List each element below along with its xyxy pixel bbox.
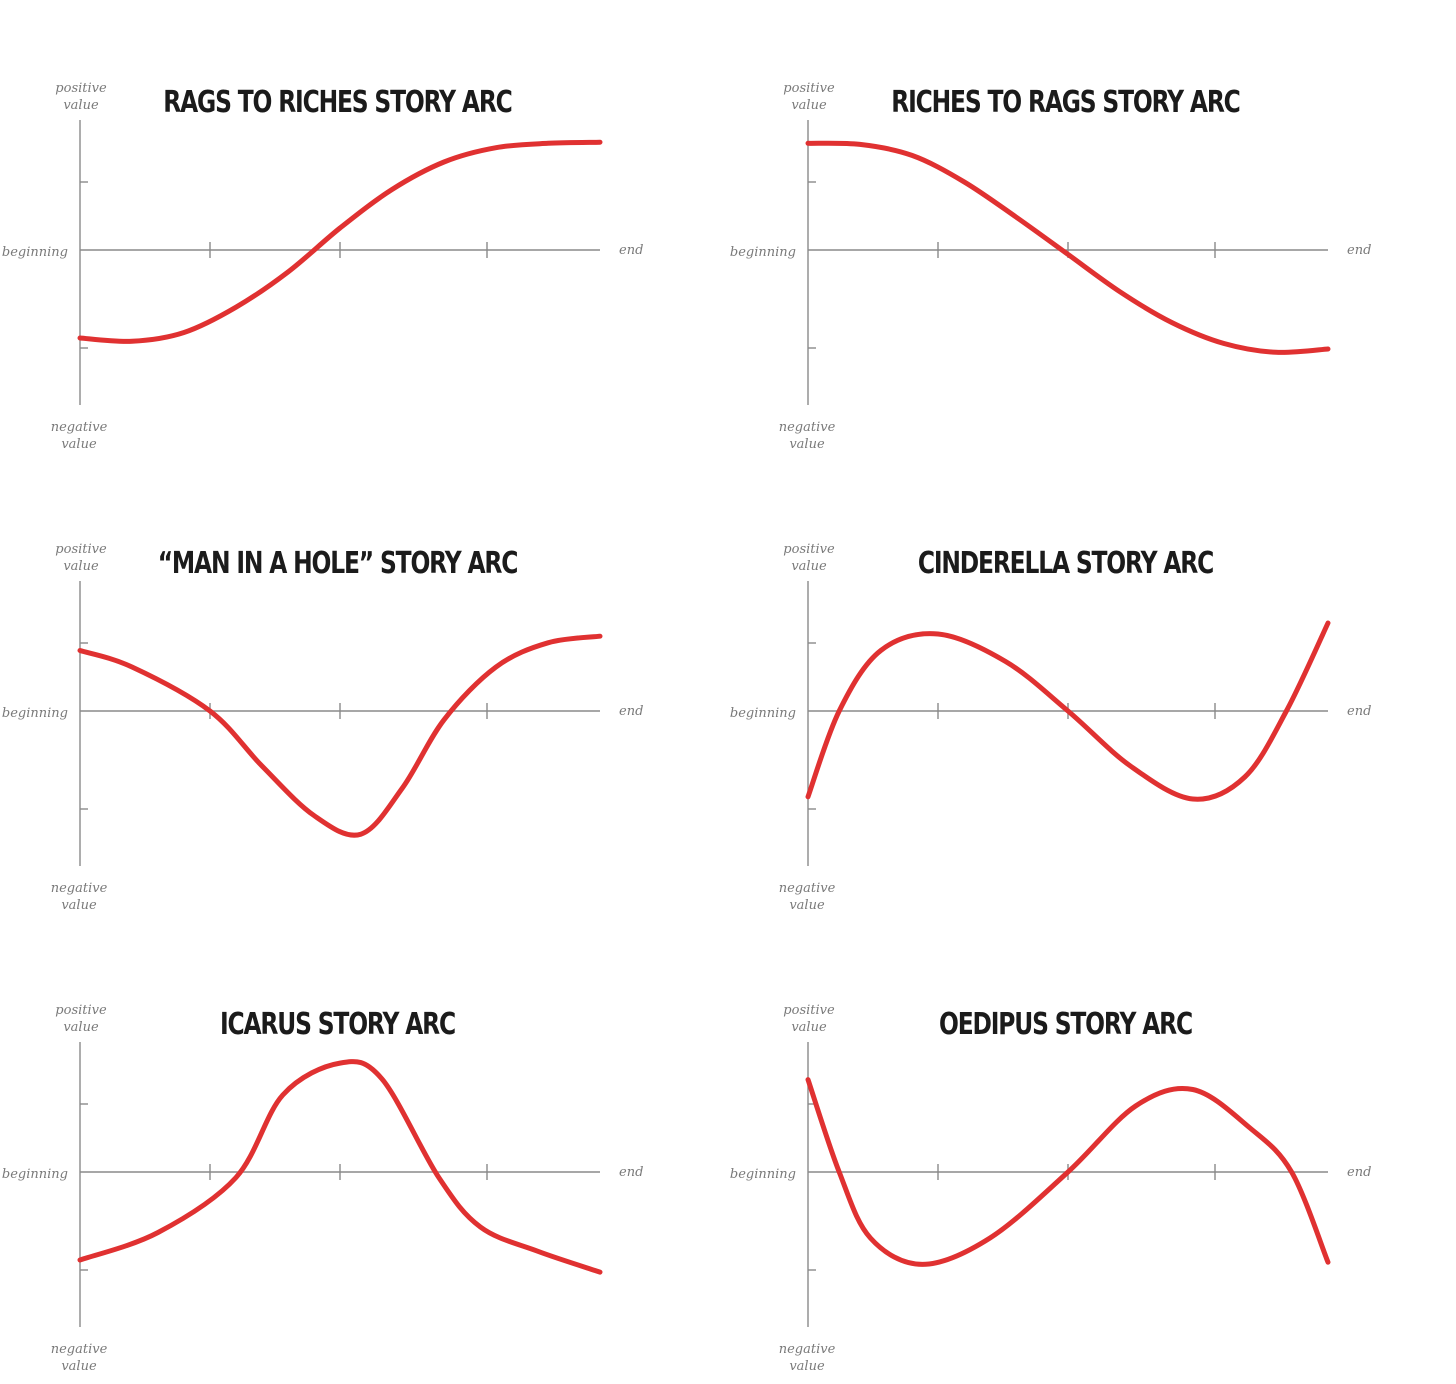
beginning-label: beginning: [2, 706, 68, 721]
chart-panel-rags-to-riches: RAGS TO RICHES STORY ARC positive value neg…: [0, 0, 728, 461]
chart-panel-oedipus: OEDIPUS STORY ARC positive value negative va…: [728, 922, 1456, 1383]
story-arc-line: [77, 139, 603, 344]
positive-label-line2: value: [791, 98, 827, 113]
beginning-label: beginning: [730, 245, 796, 260]
end-label: end: [1347, 243, 1371, 258]
negative-label-line2: value: [789, 437, 825, 452]
chart-svg-oedipus: OEDIPUS STORY ARC positive value negative va…: [730, 1003, 1371, 1374]
end-label: end: [619, 1165, 643, 1180]
negative-label-line1: negative: [779, 420, 836, 435]
negative-label-line2: value: [789, 1359, 825, 1374]
chart-title: RICHES TO RAGS STORY ARC: [891, 85, 1240, 120]
positive-label-line2: value: [791, 1020, 827, 1035]
beginning-label: beginning: [730, 706, 796, 721]
negative-label-line1: negative: [779, 881, 836, 896]
chart-svg-icarus: ICARUS STORY ARC positive value negative val…: [2, 1003, 643, 1374]
negative-label-line1: negative: [779, 1342, 836, 1357]
chart-title: RAGS TO RICHES STORY ARC: [163, 85, 512, 120]
positive-label-line1: positive: [55, 1003, 107, 1018]
negative-label-line1: negative: [51, 1342, 108, 1357]
chart-title: CINDERELLA STORY ARC: [918, 546, 1214, 581]
negative-label-line1: negative: [51, 420, 108, 435]
story-arc-line: [805, 1077, 1331, 1267]
end-label: end: [619, 704, 643, 719]
chart-title: ICARUS STORY ARC: [220, 1007, 456, 1042]
negative-label-line2: value: [61, 1359, 97, 1374]
story-arc-line: [77, 1059, 603, 1275]
chart-svg-rags-to-riches: RAGS TO RICHES STORY ARC positive value neg…: [2, 81, 643, 452]
positive-label-line2: value: [791, 559, 827, 574]
negative-label-line2: value: [61, 898, 97, 913]
negative-label-line1: negative: [51, 881, 108, 896]
chart-svg-cinderella: CINDERELLA STORY ARC positive value negativ…: [730, 542, 1371, 913]
chart-svg-riches-to-rags: RICHES TO RAGS STORY ARC positive value neg…: [730, 81, 1371, 452]
positive-label-line2: value: [63, 98, 99, 113]
end-label: end: [1347, 704, 1371, 719]
story-arc-line: [77, 633, 603, 838]
beginning-label: beginning: [2, 245, 68, 260]
positive-label-line1: positive: [55, 81, 107, 96]
positive-label-line2: value: [63, 559, 99, 574]
chart-svg-man-in-a-hole: “MAN IN A HOLE” STORY ARC positive value ne…: [2, 542, 643, 913]
chart-panel-icarus: ICARUS STORY ARC positive value negative val…: [0, 922, 728, 1383]
chart-title: “MAN IN A HOLE” STORY ARC: [158, 546, 518, 581]
positive-label-line2: value: [63, 1020, 99, 1035]
story-arc-line: [805, 140, 1331, 355]
beginning-label: beginning: [730, 1167, 796, 1182]
chart-title: OEDIPUS STORY ARC: [939, 1007, 1193, 1042]
beginning-label: beginning: [2, 1167, 68, 1182]
end-label: end: [1347, 1165, 1371, 1180]
positive-label-line1: positive: [55, 542, 107, 557]
positive-label-line1: positive: [783, 81, 835, 96]
negative-label-line2: value: [61, 437, 97, 452]
end-label: end: [619, 243, 643, 258]
positive-label-line1: positive: [783, 1003, 835, 1018]
chart-panel-cinderella: CINDERELLA STORY ARC positive value negativ…: [728, 461, 1456, 922]
story-arc-line: [805, 620, 1331, 802]
positive-label-line1: positive: [783, 542, 835, 557]
chart-panel-riches-to-rags: RICHES TO RAGS STORY ARC positive value neg…: [728, 0, 1456, 461]
chart-panel-man-in-a-hole: “MAN IN A HOLE” STORY ARC positive value ne…: [0, 461, 728, 922]
negative-label-line2: value: [789, 898, 825, 913]
